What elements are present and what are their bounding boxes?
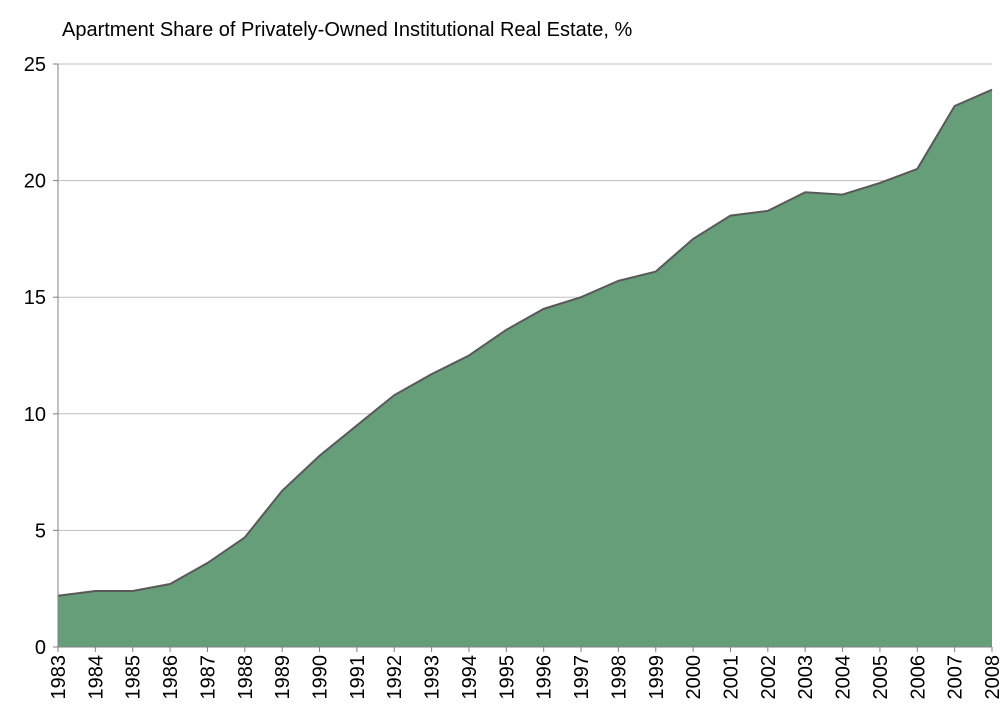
- x-tick-label: 2008: [982, 655, 1000, 700]
- x-tick-label: 1987: [197, 655, 219, 700]
- x-tick-label: 2005: [870, 655, 892, 700]
- x-tick-label: 1990: [310, 655, 332, 700]
- x-tick-label: 1984: [85, 655, 107, 700]
- x-tick-label: 2007: [945, 655, 967, 700]
- area-fill: [58, 89, 992, 648]
- x-tick-label: 1998: [608, 655, 630, 700]
- y-tick-label: 10: [24, 404, 46, 426]
- x-tick-label: 1994: [459, 655, 481, 700]
- x-tick-label: 1989: [272, 655, 294, 700]
- y-tick-label: 0: [35, 637, 46, 659]
- x-tick-label: 1985: [123, 655, 145, 700]
- x-tick-label: 2001: [720, 655, 742, 700]
- x-tick-label: 1996: [534, 655, 556, 700]
- x-tick-label: 1995: [496, 655, 518, 700]
- x-tick-label: 2003: [795, 655, 817, 700]
- x-tick-label: 1983: [48, 655, 70, 700]
- x-tick-label: 1992: [384, 655, 406, 700]
- y-tick-label: 15: [24, 287, 46, 309]
- x-tick-label: 1988: [235, 655, 257, 700]
- chart-title: Apartment Share of Privately-Owned Insti…: [62, 19, 632, 41]
- x-tick-label: 1997: [571, 655, 593, 700]
- x-tick-label: 1986: [160, 655, 182, 700]
- x-tick-label: 1991: [347, 655, 369, 700]
- area-line: [57, 88, 993, 597]
- y-tick-label: 20: [24, 171, 46, 193]
- x-tick-label: 2002: [758, 655, 780, 700]
- y-tick-label: 25: [24, 54, 46, 76]
- x-tick-label: 2004: [833, 655, 855, 700]
- y-tick-label: 5: [35, 520, 46, 542]
- x-tick-label: 1993: [422, 655, 444, 700]
- x-tick-label: 2006: [907, 655, 929, 700]
- x-tick-label: 2000: [683, 655, 705, 700]
- x-tick-label: 1999: [646, 655, 668, 700]
